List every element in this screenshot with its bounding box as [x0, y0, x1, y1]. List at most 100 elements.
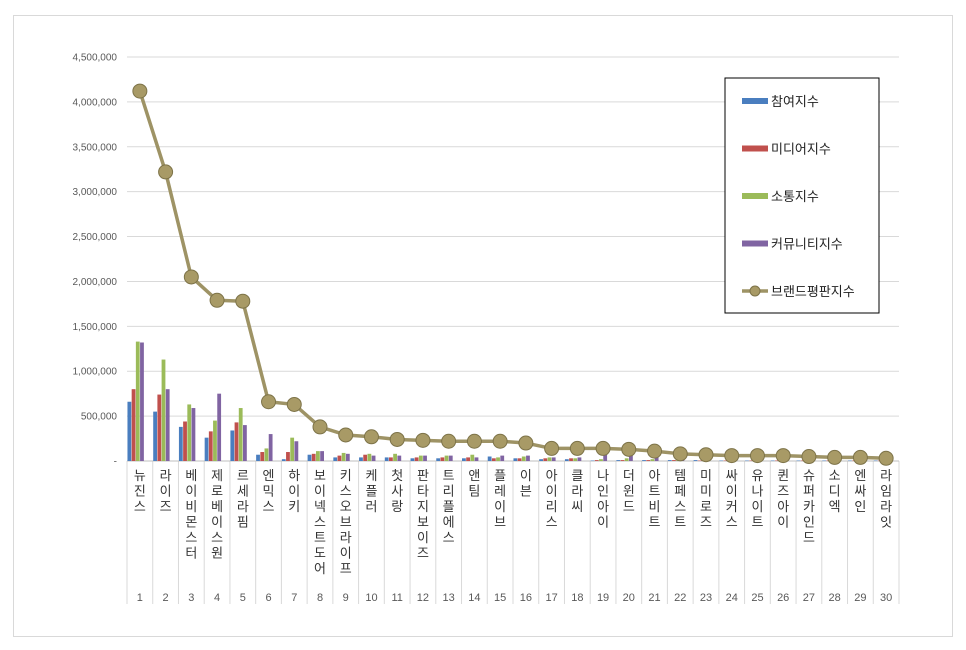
bar-1 — [667, 460, 672, 461]
bar-3 — [290, 437, 295, 461]
bar-2 — [749, 460, 754, 462]
brand-point — [338, 427, 354, 443]
bar-2 — [131, 389, 136, 461]
bar-2 — [594, 460, 599, 461]
bar-1 — [127, 401, 132, 461]
bar-3 — [599, 459, 603, 461]
bar-1 — [256, 454, 260, 461]
bar-1 — [281, 459, 286, 461]
legend-label: 미디어지수 — [771, 143, 831, 158]
legend-marker — [749, 285, 761, 297]
bar-4 — [423, 455, 427, 461]
bar-2 — [672, 460, 676, 461]
bar-1 — [178, 426, 183, 461]
rank-label: 29 — [854, 592, 866, 604]
bar-3 — [496, 457, 500, 461]
bar-1 — [693, 460, 698, 461]
rank-label: 10 — [365, 592, 377, 604]
x-axis-labels: 뉴 진 스 1 라 이 즈 2 베 이 비 몬 스 터 3 제 로 베 이 스 원 4 르 세 라 핌 5 엔 믹 스 6 하 이 키 7 보 이 넥 스 트… — [134, 469, 892, 604]
rank-label: 24 — [726, 592, 738, 604]
rank-label: 20 — [623, 592, 635, 604]
bar-1 — [642, 460, 646, 461]
brand-point — [801, 449, 817, 465]
bar-2 — [491, 458, 496, 461]
rank-label: 5 — [240, 592, 246, 604]
bar-2 — [620, 460, 625, 461]
rank-label: 15 — [494, 592, 506, 604]
y-tick-label: 500,000 — [81, 412, 118, 423]
bar-2 — [414, 457, 419, 461]
bar-2 — [389, 457, 393, 461]
rank-label: 27 — [803, 592, 815, 604]
bar-2 — [569, 458, 573, 461]
bar-3 — [573, 458, 578, 461]
rank-label: 21 — [648, 592, 660, 604]
bar-2 — [363, 454, 368, 461]
bar-4 — [140, 342, 144, 461]
bar-1 — [539, 459, 543, 461]
bar-2 — [286, 452, 290, 461]
y-tick-label: 4,000,000 — [73, 97, 118, 108]
y-tick-label: 3,000,000 — [73, 187, 118, 198]
bar-1 — [436, 458, 441, 461]
brand-point — [466, 433, 482, 449]
bar-3 — [161, 359, 166, 461]
bar-1 — [719, 460, 724, 462]
bar-4 — [243, 425, 247, 461]
brand-point — [261, 394, 277, 410]
brand-point — [209, 292, 225, 308]
bar-3 — [418, 455, 423, 461]
bar-2 — [311, 453, 316, 461]
bar-1 — [590, 460, 595, 462]
brand-point — [492, 433, 508, 449]
bar-2 — [183, 421, 187, 461]
rank-label: 7 — [291, 592, 297, 604]
bar-4 — [551, 457, 556, 461]
brand-point — [132, 83, 148, 99]
rank-label: 4 — [214, 592, 220, 604]
bar-1 — [487, 456, 492, 461]
bar-1 — [848, 460, 852, 462]
brand-point — [286, 396, 302, 412]
bar-2 — [800, 460, 805, 462]
legend-swatch — [742, 240, 768, 247]
bar-4 — [654, 456, 659, 461]
bar-3 — [238, 408, 243, 461]
bar-2 — [260, 452, 265, 461]
bar-1 — [462, 458, 466, 461]
rank-label: 9 — [343, 592, 349, 604]
bar-1 — [513, 458, 518, 461]
bar-2 — [208, 431, 213, 461]
bar-1 — [745, 460, 749, 462]
rank-label: 12 — [417, 592, 429, 604]
bar-2 — [157, 394, 162, 461]
brand-point — [827, 449, 843, 465]
rank-label: 17 — [545, 592, 557, 604]
y-tick-label: 4,500,000 — [73, 53, 118, 64]
brand-point — [698, 447, 714, 463]
bar-4 — [371, 455, 376, 461]
legend-label: 참여지수 — [771, 95, 819, 110]
bar-2 — [543, 458, 548, 461]
bar-3 — [650, 459, 655, 461]
bar-4 — [345, 453, 350, 461]
brand-point — [158, 164, 174, 180]
bar-3 — [135, 341, 140, 461]
bar-1 — [564, 459, 569, 461]
legend-label: 브랜드평판지수 — [771, 285, 855, 300]
